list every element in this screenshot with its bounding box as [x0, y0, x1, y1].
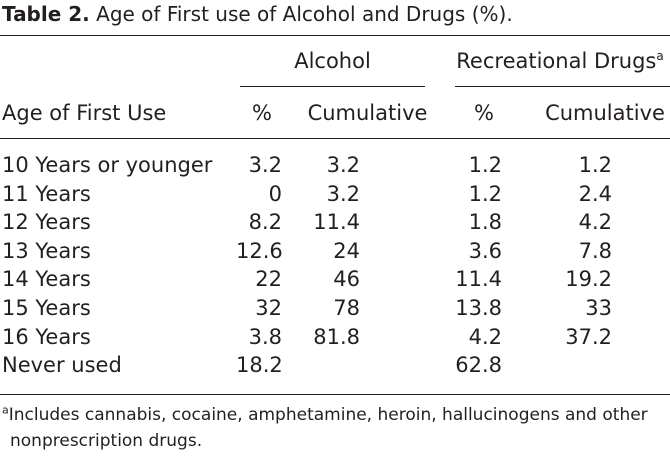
- table-caption-text: Age of First use of Alcohol and Drugs (%…: [96, 2, 513, 26]
- cell-drugs-cum: 33: [585, 296, 612, 320]
- cell-age: 12 Years: [2, 210, 91, 234]
- column-header-alcohol-cum: Cumulative: [307, 101, 428, 125]
- cell-alcohol-cum: 3.2: [326, 182, 360, 206]
- cell-drugs-cum: 2.4: [578, 182, 612, 206]
- column-header-alcohol-pct: %: [252, 101, 272, 125]
- cell-drugs-pct: 1.2: [468, 182, 502, 206]
- cell-age: 15 Years: [2, 296, 91, 320]
- footnote-mark: a: [2, 403, 9, 417]
- cell-age: Never used: [2, 353, 122, 377]
- bottom-rule: [0, 394, 670, 395]
- alcohol-group-rule: [240, 86, 425, 87]
- cell-drugs-pct: 4.2: [468, 325, 502, 349]
- cell-alcohol-pct: 32: [255, 296, 282, 320]
- cell-drugs-pct: 13.8: [455, 296, 502, 320]
- cell-age: 11 Years: [2, 182, 91, 206]
- cell-age: 16 Years: [2, 325, 91, 349]
- cell-alcohol-cum: 78: [333, 296, 360, 320]
- cell-alcohol-cum: 11.4: [313, 210, 360, 234]
- group-header-drugs: Recreational Drugsa: [450, 48, 670, 74]
- column-header-age: Age of First Use: [2, 101, 167, 125]
- cell-alcohol-pct: 8.2: [248, 210, 282, 234]
- cell-alcohol-pct: 3.2: [248, 153, 282, 177]
- header-rule: [0, 138, 670, 139]
- cell-drugs-cum: 1.2: [578, 153, 612, 177]
- cell-age: 10 Years or younger: [2, 153, 213, 177]
- table-caption-label: Table 2.: [2, 2, 90, 26]
- cell-drugs-cum: 4.2: [578, 210, 612, 234]
- cell-drugs-pct: 3.6: [468, 239, 502, 263]
- cell-alcohol-pct: 12.6: [236, 239, 283, 263]
- cell-alcohol-cum: 81.8: [313, 325, 360, 349]
- cell-drugs-pct: 62.8: [455, 353, 502, 377]
- cell-alcohol-cum: 24: [333, 239, 360, 263]
- cell-alcohol-pct: 0: [268, 182, 282, 206]
- cell-alcohol-cum: 46: [333, 267, 360, 291]
- cell-drugs-cum: 19.2: [565, 267, 612, 291]
- cell-age: 14 Years: [2, 267, 91, 291]
- cell-drugs-pct: 1.2: [468, 153, 502, 177]
- table-footnote: aIncludes cannabis, cocaine, amphetamine…: [2, 402, 668, 454]
- column-header-drugs-pct: %: [474, 101, 494, 125]
- cell-alcohol-pct: 18.2: [236, 353, 283, 377]
- group-header-drugs-footnote-mark: a: [656, 49, 664, 63]
- cell-alcohol-cum: 3.2: [326, 153, 360, 177]
- cell-age: 13 Years: [2, 239, 91, 263]
- footnote-line-2: nonprescription drugs.: [10, 431, 203, 451]
- cell-drugs-cum: 37.2: [565, 325, 612, 349]
- column-header-drugs-cum: Cumulative: [545, 101, 665, 125]
- top-rule: [0, 35, 670, 36]
- drugs-group-rule: [455, 86, 670, 87]
- cell-drugs-cum: 7.8: [578, 239, 612, 263]
- footnote-line-1: aIncludes cannabis, cocaine, amphetamine…: [2, 402, 668, 428]
- cell-drugs-pct: 1.8: [468, 210, 502, 234]
- footnote-text-1: Includes cannabis, cocaine, amphetamine,…: [8, 405, 648, 425]
- cell-drugs-pct: 11.4: [455, 267, 502, 291]
- cell-alcohol-pct: 3.8: [248, 325, 282, 349]
- group-header-drugs-label: Recreational Drugs: [456, 49, 657, 73]
- table-caption: Table 2. Age of First use of Alcohol and…: [2, 2, 513, 26]
- cell-alcohol-pct: 22: [255, 267, 282, 291]
- group-header-alcohol: Alcohol: [294, 49, 371, 73]
